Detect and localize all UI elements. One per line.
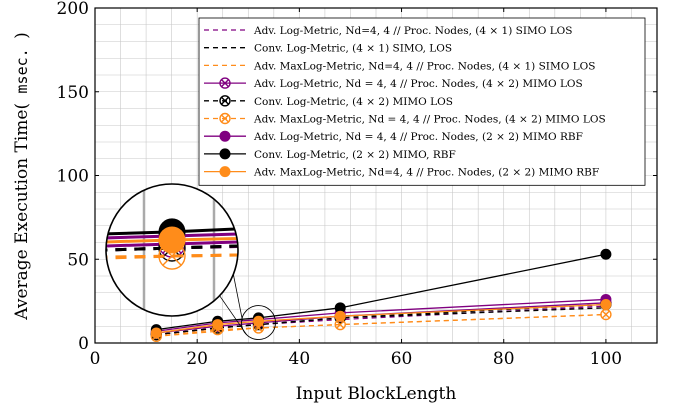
data-point (212, 319, 224, 331)
data-point (219, 112, 231, 125)
zoom-connector (232, 274, 243, 321)
legend-box (198, 17, 646, 186)
data-point-cross (221, 96, 229, 105)
data-point (600, 248, 612, 260)
data-point-cross (221, 114, 229, 123)
series-line (156, 303, 606, 336)
y-tick-label: 200 (57, 0, 89, 19)
data-point (158, 226, 186, 254)
inset-series (106, 206, 238, 274)
inset-series-line (106, 198, 238, 270)
legend-label: Adv. Log-Metric, Nd = 4, 4 // Proc. Node… (253, 78, 583, 90)
legend-label: Adv. MaxLog-Metric, Nd = 4, 4 // Proc. N… (253, 114, 606, 126)
data-point-ring (219, 112, 231, 125)
x-tick-label: 0 (90, 349, 101, 369)
data-point (252, 315, 264, 327)
legend-label: Conv. Log-Metric, (2 × 2) MIMO, RBF (254, 149, 456, 161)
data-point (600, 298, 612, 310)
legend-entry: Adv. Log-Metric, Nd=4, 4 // Proc. Nodes,… (204, 25, 573, 37)
y-tick-label: 100 (57, 167, 89, 187)
legend-label: Adv. Log-Metric, Nd = 4, 4 // Proc. Node… (253, 131, 583, 143)
y-tick-label: 0 (78, 334, 89, 354)
inset-series-line (106, 206, 238, 274)
series-line (156, 303, 606, 334)
legend-entry: Adv. MaxLog-Metric, Nd = 4, 4 // Proc. N… (204, 112, 606, 126)
data-point (219, 148, 231, 160)
legend-entry: Adv. Log-Metric, Nd = 4, 4 // Proc. Node… (204, 77, 583, 90)
zoom-inset (105, 183, 276, 341)
legend-label: Adv. Log-Metric, Nd=4, 4 // Proc. Nodes,… (253, 25, 573, 37)
y-tick-label: 50 (67, 250, 89, 270)
data-point-ring (219, 95, 231, 107)
data-point (334, 310, 346, 322)
y-tick-label: 150 (57, 83, 89, 103)
zoom-inset-content (106, 184, 238, 316)
inset-series (106, 198, 238, 270)
data-point (334, 318, 346, 331)
legend: Adv. Log-Metric, Nd=4, 4 // Proc. Nodes,… (198, 17, 646, 186)
inset-series-line (106, 222, 238, 278)
data-point (219, 130, 231, 142)
y-axis-label-main: Average Execution Time( (12, 103, 32, 321)
inset-series-line (106, 202, 238, 274)
legend-entry: Adv. MaxLog-Metric, Nd=4, 4 // Proc. Nod… (204, 166, 599, 179)
data-point-cross (221, 79, 229, 88)
legend-label: Adv. MaxLog-Metric, Nd=4, 4 // Proc. Nod… (253, 167, 599, 179)
zoom-source-circle (241, 305, 276, 341)
data-point-cross (336, 320, 345, 329)
inset-series (106, 222, 238, 278)
legend-label: Adv. MaxLog-Metric, Nd=4, 4 // Proc. Nod… (253, 60, 595, 72)
legend-entry: Conv. Log-Metric, (4 × 1) SIMO, LOS (204, 43, 452, 55)
series (150, 298, 612, 339)
x-tick-label: 60 (391, 349, 413, 369)
inset-series (106, 202, 238, 274)
inset-series-line (106, 222, 238, 278)
inset-series (106, 222, 238, 278)
x-tick-label: 80 (493, 349, 515, 369)
data-point-cross (601, 310, 610, 319)
data-point (219, 95, 231, 107)
data-point (219, 77, 231, 89)
zoom-inset-border (105, 183, 239, 317)
ticks: 0 20 40 60 80 100 0 50 100 150 200 (57, 0, 657, 369)
inset-series (106, 194, 238, 270)
x-tick-label: 40 (289, 349, 311, 369)
x-tick-label: 20 (186, 349, 208, 369)
legend-entry: Conv. Log-Metric, (4 × 2) MIMO LOS (204, 95, 453, 108)
legend-label: Conv. Log-Metric, (4 × 2) MIMO LOS (254, 96, 453, 108)
x-tick-label: 100 (590, 349, 622, 369)
legend-label: Conv. Log-Metric, (4 × 1) SIMO, LOS (254, 43, 452, 55)
legend-entry: Adv. MaxLog-Metric, Nd=4, 4 // Proc. Nod… (204, 60, 595, 72)
series-layer (150, 248, 612, 342)
y-axis-label: Average Execution Time( msec. ) (12, 32, 32, 320)
legend-entry: Adv. Log-Metric, Nd = 4, 4 // Proc. Node… (204, 130, 583, 143)
data-point (219, 166, 231, 178)
y-axis-label-unit: msec. (13, 48, 31, 93)
legend-entry: Conv. Log-Metric, (2 × 2) MIMO, RBF (204, 148, 456, 161)
data-point-ring (219, 77, 231, 89)
x-axis-label: Input BlockLength (296, 384, 457, 404)
y-axis-label-close: ) (12, 32, 32, 39)
inset-series-line (106, 194, 238, 270)
data-point (150, 327, 162, 339)
